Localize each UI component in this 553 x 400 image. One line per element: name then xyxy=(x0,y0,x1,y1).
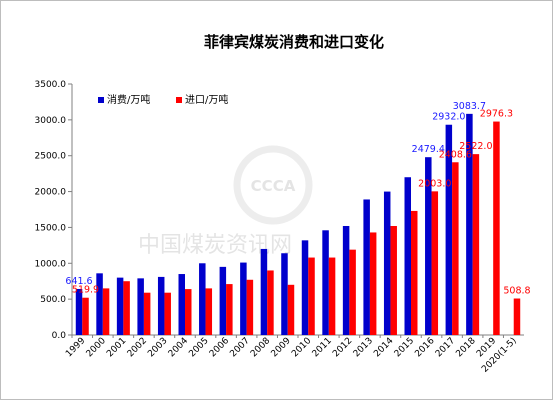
x-tick-label: 2017 xyxy=(434,336,457,359)
x-tick-label: 2008 xyxy=(249,336,272,359)
legend-label: 消费/万吨 xyxy=(107,93,150,106)
x-tick-label: 2002 xyxy=(126,336,149,359)
x-tick-label: 2015 xyxy=(393,336,416,359)
bar-import-2005 xyxy=(205,288,213,335)
y-tick-label: 500.0 xyxy=(40,295,66,305)
x-tick-label: 2010 xyxy=(290,336,313,359)
x-tick-label: 2000 xyxy=(85,336,108,359)
x-tick-label: 2013 xyxy=(352,336,375,359)
x-tick-label: 2007 xyxy=(228,336,251,359)
bar-import-2012 xyxy=(349,249,356,335)
bar-import-2015 xyxy=(411,210,418,335)
x-tick-label: 2016 xyxy=(413,336,436,359)
x-tick-label: 2004 xyxy=(167,336,190,359)
bar-consumption-2010 xyxy=(301,240,309,335)
bar-import-2008 xyxy=(267,270,274,335)
data-label: 2479.4 xyxy=(412,144,445,155)
x-tick-label: 2011 xyxy=(311,336,334,359)
bar-import-2007 xyxy=(246,279,254,335)
data-label: 2522.0 xyxy=(459,141,492,152)
bar-consumption-2017 xyxy=(445,124,453,336)
x-tick-label: 2005 xyxy=(187,336,210,359)
bar-import-2016 xyxy=(431,191,439,335)
watermark: CCCA 中国煤炭资讯网 xyxy=(138,145,313,258)
bar-import-2006 xyxy=(226,284,233,335)
bar-import-1999 xyxy=(82,297,89,335)
bar-consumption-2012 xyxy=(342,225,350,335)
y-tick-label: 1500.0 xyxy=(35,223,67,233)
bars xyxy=(75,113,521,336)
y-tick-label: 3500.0 xyxy=(35,80,67,90)
bar-consumption-2004 xyxy=(178,274,185,335)
y-tick-label: 0.0 xyxy=(52,331,67,341)
data-label: 2976.3 xyxy=(480,109,513,120)
bar-consumption-2009 xyxy=(281,253,288,335)
x-tick-label: 2014 xyxy=(372,336,395,359)
bar-consumption-2018 xyxy=(466,113,473,335)
bar-import-2009 xyxy=(287,284,295,335)
data-label: 2932.0 xyxy=(432,112,465,123)
bar-consumption-2007 xyxy=(240,262,247,335)
bar-consumption-1999 xyxy=(75,288,83,335)
data-label: 3083.7 xyxy=(453,101,486,112)
watermark-text: 中国煤炭资讯网 xyxy=(138,233,292,258)
legend-swatch xyxy=(98,97,104,103)
y-tick-label: 2500.0 xyxy=(35,152,67,162)
bar-import-2019 xyxy=(493,121,500,336)
x-tick-label: 2009 xyxy=(270,336,293,359)
data-label: 2003.0 xyxy=(418,178,451,189)
bar-consumption-2008 xyxy=(260,248,268,335)
bar-import-2004 xyxy=(185,289,192,335)
bar-consumption-2005 xyxy=(199,263,206,335)
data-label: 2408.6 xyxy=(439,149,472,160)
bar-import-2002 xyxy=(143,292,151,335)
bar-import-2011 xyxy=(328,257,336,335)
bar-consumption-2014 xyxy=(383,191,391,335)
data-label: 519.9 xyxy=(72,285,99,296)
watermark-logo-icon xyxy=(233,145,313,225)
bar-import-2001 xyxy=(123,281,130,335)
bar-import-2017 xyxy=(452,162,459,335)
x-tick-label: 2003 xyxy=(146,336,169,359)
data-label: 641.6 xyxy=(65,276,92,287)
y-tick-label: 1000.0 xyxy=(35,259,67,269)
legend-swatch xyxy=(176,97,182,103)
bar-consumption-2003 xyxy=(157,276,165,335)
x-tick-label: 1999 xyxy=(64,336,87,359)
chart-title: 菲律宾煤炭消费和进口变化 xyxy=(204,33,384,51)
bar-import-2018 xyxy=(472,154,480,335)
bar-import-2010 xyxy=(308,257,315,335)
bar-import-2020(1-5) xyxy=(513,298,521,335)
y-tick-label: 3000.0 xyxy=(35,116,67,126)
x-tick-label: 2006 xyxy=(208,336,231,359)
x-tick-label: 2001 xyxy=(105,336,128,359)
data-label: 508.8 xyxy=(503,286,530,297)
bar-consumption-2000 xyxy=(96,273,103,335)
legend-label: 进口/万吨 xyxy=(185,93,228,106)
bar-consumption-2002 xyxy=(137,278,144,335)
bar-consumption-2016 xyxy=(425,157,432,335)
bar-import-2014 xyxy=(390,225,397,335)
bar-consumption-2013 xyxy=(363,199,370,335)
x-tick-label: 2018 xyxy=(454,336,477,359)
x-tick-label: 2012 xyxy=(331,336,354,359)
watermark-badge: CCCA xyxy=(251,177,296,195)
legend: 消费/万吨 进口/万吨 xyxy=(98,93,228,106)
bar-import-2003 xyxy=(164,292,171,335)
bar-consumption-2015 xyxy=(404,177,411,335)
bar-consumption-2001 xyxy=(116,277,124,335)
bar-consumption-2006 xyxy=(219,266,227,335)
bar-consumption-2011 xyxy=(322,230,329,335)
bar-import-2000 xyxy=(102,288,110,335)
bar-import-2013 xyxy=(369,232,377,335)
y-tick-label: 2000.0 xyxy=(35,188,67,198)
